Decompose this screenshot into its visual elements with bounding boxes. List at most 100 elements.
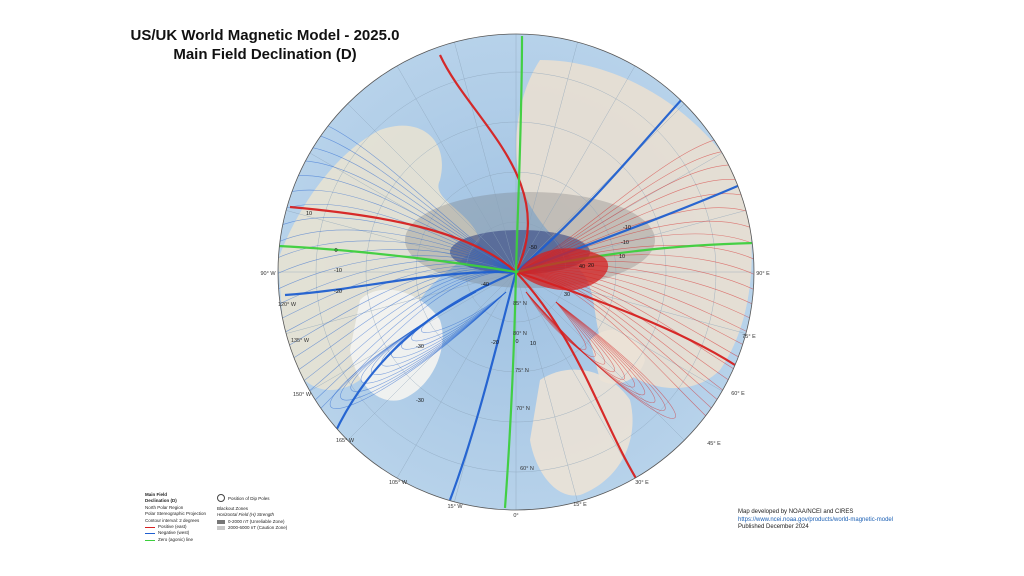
- negative-loop: [329, 291, 507, 409]
- meridian: [515, 271, 578, 502]
- lon-label: 165° W: [336, 438, 355, 444]
- lon-label: 105° W: [389, 480, 408, 486]
- meridian: [454, 42, 517, 273]
- agonic-west: [278, 244, 517, 274]
- lon-label: 90° E: [756, 271, 770, 277]
- meridian: [396, 65, 517, 273]
- legend-blackout: Blackout Zones Horizontal Field (H) Stre…: [217, 506, 327, 532]
- graticule: [278, 34, 754, 510]
- lon-label: 120° W: [278, 302, 297, 308]
- legend-dip-poles: Position of Dip Poles: [217, 494, 270, 502]
- contour-neg-southwest: [318, 270, 517, 471]
- positive-pole-area: [518, 248, 609, 291]
- zone2-swatch: [217, 526, 225, 531]
- contour-label: 10: [619, 254, 625, 260]
- lon-label: 90° W: [260, 271, 276, 277]
- zone1-label: 0-2000 nT (Unreliable Zone): [228, 518, 285, 524]
- contour-label: -50: [529, 245, 537, 251]
- contour-label: 0: [515, 339, 518, 345]
- credits-line-3: Published December 2024: [738, 524, 809, 530]
- lon-label: 45° E: [707, 441, 721, 447]
- legend-heading-1: Main Field: [145, 492, 168, 497]
- contour-label: 20: [588, 263, 594, 269]
- lon-label: 135° W: [291, 338, 310, 344]
- negative-contour: [278, 203, 517, 273]
- land-europe: [530, 369, 633, 496]
- contour-positive-north: [439, 54, 529, 273]
- meridian: [515, 65, 636, 273]
- zone1-swatch: [217, 520, 225, 525]
- contour-label: -20: [334, 289, 342, 295]
- map-border: [277, 33, 755, 511]
- positive-loop: [525, 291, 676, 419]
- meridian: [347, 271, 517, 441]
- contour-label: -40: [481, 282, 489, 288]
- positive-loop: [525, 291, 596, 358]
- negative-contour: [278, 189, 517, 273]
- negative-contour: [278, 217, 517, 273]
- zero-label: Zero (agonic) line: [158, 536, 194, 542]
- meridian: [286, 210, 517, 273]
- negative-loop: [340, 291, 507, 401]
- contour-label: 10: [530, 341, 536, 347]
- lat-label: 70° N: [516, 406, 530, 412]
- agonic-south: [503, 271, 518, 509]
- contour-neg-west: [284, 270, 517, 297]
- dip-pole-icon: [217, 494, 225, 502]
- contour-label: 40: [579, 264, 585, 270]
- positive-swatch: [145, 526, 155, 528]
- dip-pole-label: Position of Dip Poles: [228, 495, 270, 501]
- positive-label: Positive (east): [158, 524, 187, 530]
- negative-label: Negative (west): [158, 530, 190, 536]
- negative-contour: [278, 249, 517, 278]
- meridian: [515, 103, 685, 273]
- negative-contour: [278, 255, 517, 294]
- lon-label: 150° W: [293, 392, 312, 398]
- legend-zone-2: 2000-6000 nT (Caution Zone): [217, 525, 327, 531]
- negative-swatch: [145, 533, 155, 535]
- contour-label: -30: [416, 398, 424, 404]
- lat-label: 60° N: [520, 466, 534, 472]
- blackout-sub: Horizontal Field (H) Strength: [217, 512, 275, 518]
- credits-link[interactable]: https://www.ncei.noaa.gov/products/world…: [738, 516, 894, 523]
- lon-label: 60° E: [731, 391, 745, 397]
- contour-label: -10: [623, 225, 631, 231]
- contour-10-west: [289, 205, 517, 273]
- negative-contour: [278, 268, 517, 372]
- lat-label: 80° N: [513, 331, 527, 337]
- legend: Main Field Declination (D) North Polar R…: [145, 492, 220, 543]
- legend-zero: Zero (agonic) line: [145, 537, 220, 543]
- lon-label: 15° W: [447, 504, 463, 510]
- lon-label: 15° E: [573, 502, 587, 508]
- negative-contour: [278, 263, 517, 325]
- contour-positive-south: [515, 271, 641, 486]
- legend-negative: Negative (west): [145, 530, 220, 536]
- contour-label: 30: [564, 292, 570, 298]
- lon-label: 0°: [513, 513, 518, 519]
- zone2-label: 2000-6000 nT (Caution Zone): [228, 525, 288, 531]
- contour-neg-south: [448, 271, 518, 501]
- map-title: US/UK World Magnetic Model - 2025.0 Main…: [100, 26, 430, 64]
- contour-label: 0: [334, 248, 337, 254]
- negative-contour: [278, 229, 517, 273]
- agonic-north: [514, 35, 524, 273]
- contour-label: -30: [416, 344, 424, 350]
- legend-projection: Polar Stereographic Projection: [145, 511, 207, 517]
- credits-line-1: Map developed by NOAA/NCEI and CIRES: [738, 509, 854, 515]
- legend-interval: Contour interval: 2 degrees: [145, 517, 200, 523]
- parallel: [365, 121, 667, 423]
- lon-label: 75° E: [742, 334, 756, 340]
- negative-contour: [278, 260, 517, 309]
- meridian: [396, 271, 517, 479]
- contour-label: -10: [621, 240, 629, 246]
- contour-label: 10: [306, 211, 312, 217]
- map-disk: [278, 34, 754, 510]
- legend-positive: Positive (east): [145, 524, 220, 530]
- title-line-2: Main Field Declination (D): [173, 46, 357, 63]
- lon-label: 30° E: [635, 480, 649, 486]
- blackout-title: Blackout Zones: [217, 506, 249, 511]
- contour-label: -10: [334, 268, 342, 274]
- contour-label: -20: [491, 340, 499, 346]
- parallel: [315, 71, 717, 473]
